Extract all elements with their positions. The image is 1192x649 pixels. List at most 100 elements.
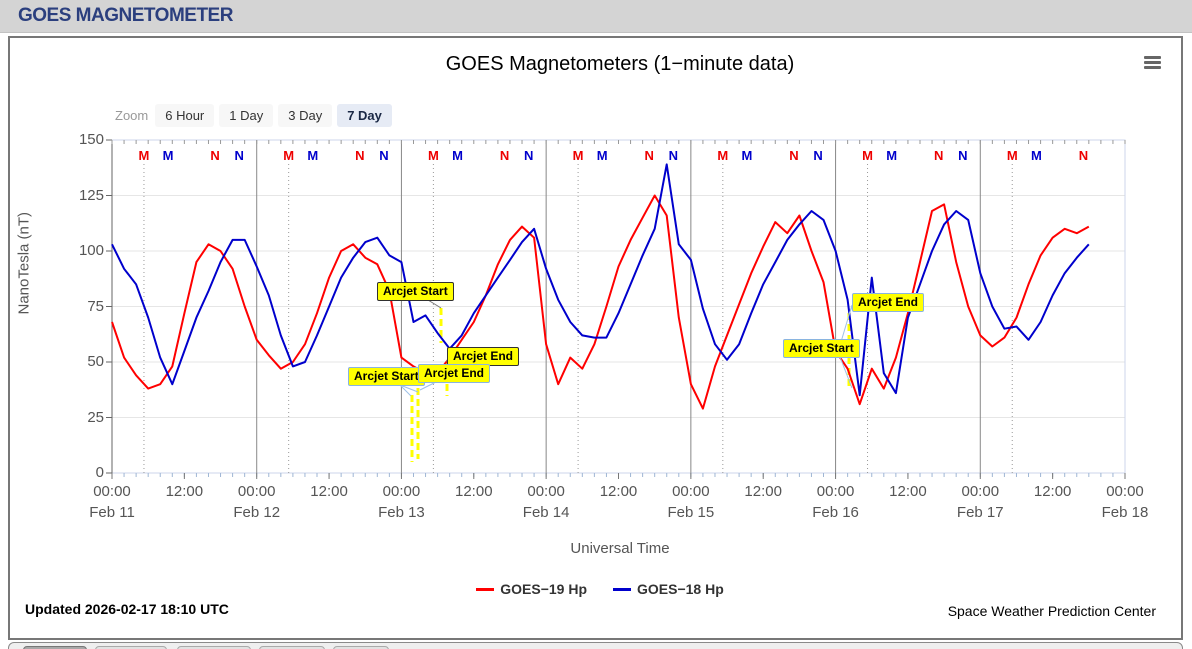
zoom-button-6hour[interactable]: 6 Hour xyxy=(155,103,215,127)
x-axis-time-label: 00:00 xyxy=(382,483,421,500)
x-axis-date-label: Feb 14 xyxy=(522,504,570,521)
credit-text: Space Weather Prediction Center xyxy=(947,603,1156,619)
satellite-marker-m: M xyxy=(573,148,584,163)
satellite-marker-n: N xyxy=(355,148,364,163)
satellite-marker-n: N xyxy=(379,148,388,163)
x-axis-time-label: 12:00 xyxy=(744,483,782,500)
satellite-marker-m: M xyxy=(452,148,463,163)
bottom-strip-button[interactable] xyxy=(23,646,87,649)
x-axis-date-label: Feb 17 xyxy=(956,504,1004,521)
y-axis-tick-label: 25 xyxy=(87,408,104,426)
satellite-marker-n: N xyxy=(210,148,219,163)
page-header-bar: GOES MAGNETOMETER xyxy=(0,0,1192,33)
satellite-marker-n: N xyxy=(813,148,822,163)
zoom-button-7day[interactable]: 7 Day xyxy=(337,103,392,127)
y-axis-tick-label: 125 xyxy=(78,186,104,204)
x-axis-time-label: 12:00 xyxy=(165,483,204,500)
satellite-marker-n: N xyxy=(1079,148,1088,163)
satellite-marker-m: M xyxy=(717,148,728,163)
arcjet-annotation-label: Arcjet Start xyxy=(377,282,454,301)
satellite-marker-n: N xyxy=(500,148,509,163)
x-axis-time-label: 12:00 xyxy=(455,483,493,500)
satellite-marker-m: M xyxy=(1007,148,1018,163)
x-axis-date-label: Feb 13 xyxy=(378,504,425,521)
y-axis-title: NanoTesla (nT) xyxy=(16,212,33,315)
legend-label: GOES−19 Hp xyxy=(500,581,587,597)
y-axis-tick-label: 150 xyxy=(78,131,104,148)
arcjet-annotation-label: Arcjet End xyxy=(852,293,925,312)
satellite-marker-n: N xyxy=(934,148,943,163)
series-line-goes-18-hp xyxy=(111,163,1090,397)
y-axis-tick-label: 0 xyxy=(95,464,104,481)
x-axis-time-label: 00:00 xyxy=(961,483,1000,500)
x-axis-time-label: 00:00 xyxy=(527,483,565,500)
bottom-strip-button[interactable] xyxy=(259,646,325,649)
x-axis-time-label: 00:00 xyxy=(672,483,710,500)
zoom-label: Zoom xyxy=(115,107,149,123)
annotation-callout-line xyxy=(419,381,437,391)
legend-label: GOES−18 Hp xyxy=(637,581,724,597)
arcjet-annotation-label: Arcjet Start xyxy=(348,367,425,386)
x-axis-time-label: 12:00 xyxy=(310,483,348,500)
chart-title: GOES Magnetometers (1−minute data) xyxy=(445,53,795,75)
x-axis-date-label: Feb 12 xyxy=(233,504,281,521)
satellite-marker-m: M xyxy=(742,148,753,163)
satellite-marker-n: N xyxy=(789,148,798,163)
satellite-marker-m: M xyxy=(139,148,150,163)
arcjet-annotation-label: Arcjet End xyxy=(418,364,491,383)
x-axis-time-label: 12:00 xyxy=(889,483,927,500)
annotation-callout-line xyxy=(399,384,419,393)
satellite-marker-n: N xyxy=(669,148,678,163)
bottom-strip-button[interactable] xyxy=(333,646,389,649)
y-axis-tick-label: 100 xyxy=(78,242,104,259)
updated-timestamp: Updated 2026-02-17 18:10 UTC xyxy=(25,601,229,617)
legend-line-sample-blue xyxy=(613,587,631,591)
x-axis-date-label: Feb 15 xyxy=(667,504,715,521)
satellite-marker-n: N xyxy=(524,148,533,163)
satellite-marker-m: M xyxy=(597,148,608,163)
annotation-callout-line xyxy=(839,356,853,389)
x-axis-time-label: 00:00 xyxy=(93,483,131,500)
y-axis-tick-label: 50 xyxy=(87,353,104,370)
hamburger-icon xyxy=(1143,56,1161,59)
bottom-strip-button[interactable] xyxy=(95,646,167,649)
satellite-marker-m: M xyxy=(1031,148,1042,163)
hamburger-icon xyxy=(1143,61,1161,64)
x-axis-title: Universal Time xyxy=(570,540,670,557)
x-axis-date-label: Feb 11 xyxy=(89,504,135,521)
arcjet-annotation-label: Arcjet End xyxy=(447,347,520,366)
chart-legend: GOES−19 Hp GOES−18 Hp xyxy=(440,581,760,597)
x-axis-time-label: 12:00 xyxy=(1033,483,1072,500)
x-axis-time-label: 00:00 xyxy=(237,483,276,500)
x-axis-time-label: 12:00 xyxy=(599,483,638,500)
x-axis-time-label: 00:00 xyxy=(1106,483,1144,500)
x-axis-date-label: Feb 16 xyxy=(812,504,859,521)
x-axis-date-label: Feb 18 xyxy=(1101,504,1149,521)
satellite-marker-m: M xyxy=(428,148,439,163)
bottom-strip-button[interactable] xyxy=(177,646,251,649)
zoom-button-1day[interactable]: 1 Day xyxy=(219,103,274,127)
legend-item-goes18[interactable]: GOES−18 Hp xyxy=(613,581,724,597)
range-selector: Zoom 6 Hour 1 Day 3 Day 7 Day xyxy=(115,103,397,127)
satellite-marker-n: N xyxy=(235,148,244,163)
bottom-control-strip xyxy=(8,642,1183,649)
chart-context-menu-button[interactable] xyxy=(1141,56,1163,74)
satellite-marker-m: M xyxy=(862,148,873,163)
x-axis-time-label: 00:00 xyxy=(816,483,855,500)
zoom-button-3day[interactable]: 3 Day xyxy=(278,103,333,127)
satellite-marker-m: M xyxy=(307,148,318,163)
annotation-callout-line xyxy=(399,384,412,397)
hamburger-icon xyxy=(1143,66,1161,69)
satellite-marker-m: M xyxy=(163,148,174,163)
satellite-marker-m: M xyxy=(886,148,897,163)
satellite-marker-m: M xyxy=(283,148,294,163)
legend-line-sample-red xyxy=(476,587,495,591)
annotation-callout-line xyxy=(427,299,442,309)
legend-item-goes19[interactable]: GOES−19 Hp xyxy=(476,581,587,597)
satellite-marker-n: N xyxy=(645,148,654,163)
series-line-goes-19-hp xyxy=(111,194,1090,410)
satellite-marker-n: N xyxy=(958,148,967,163)
page-title: GOES MAGNETOMETER xyxy=(18,5,233,26)
